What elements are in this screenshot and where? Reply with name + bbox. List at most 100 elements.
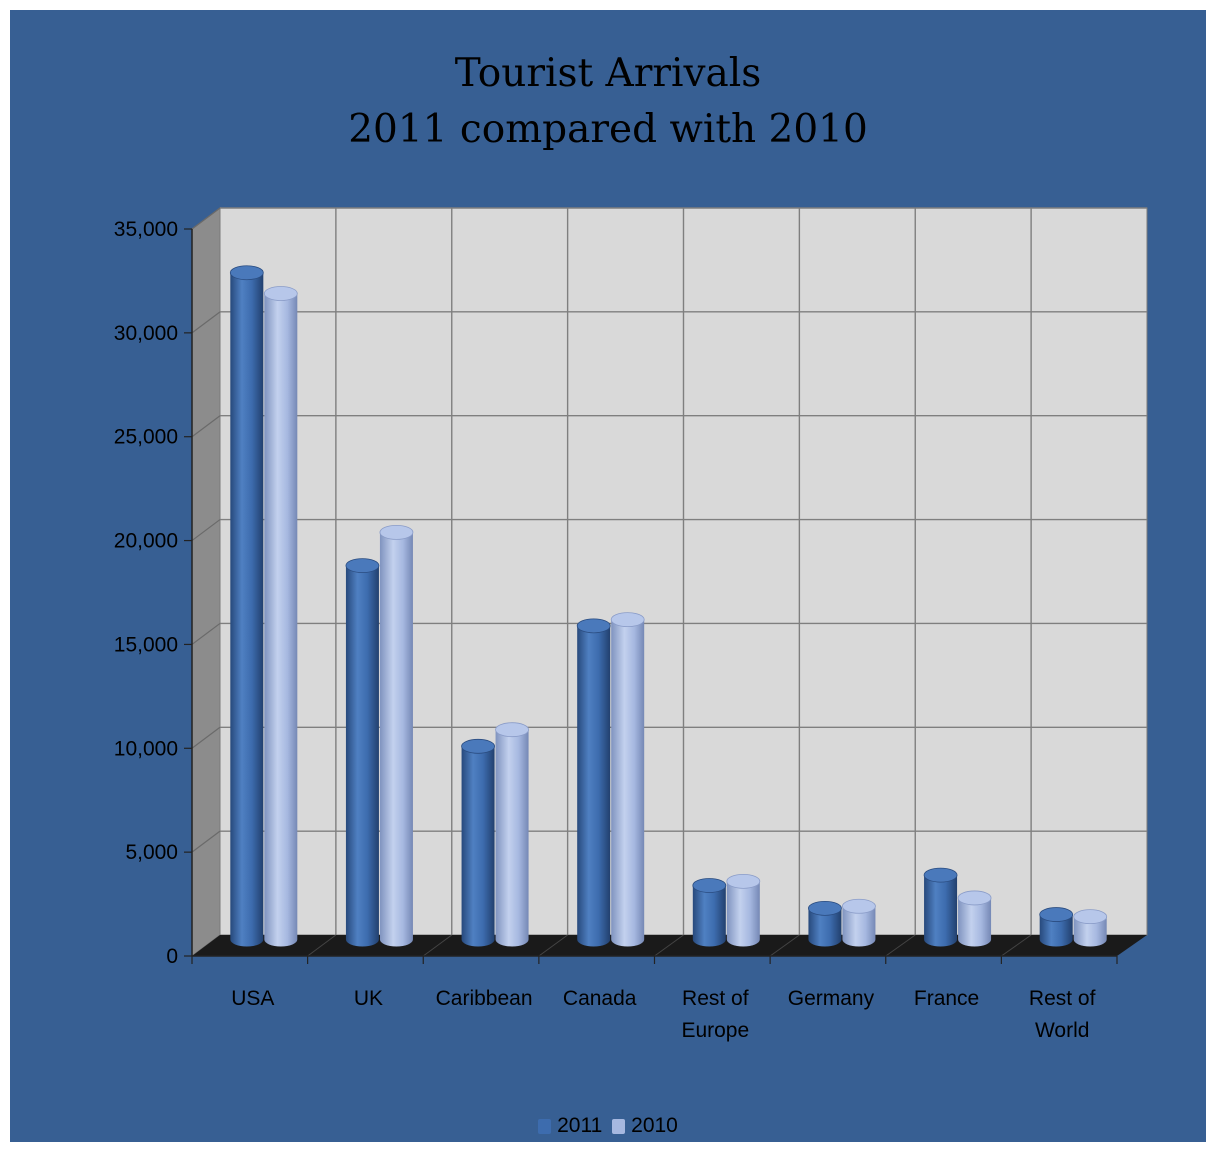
side-wall	[191, 207, 221, 957]
y-tick-label: 10,000	[114, 737, 178, 760]
bar-top	[692, 878, 727, 893]
x-tick-label-line: Europe	[681, 1019, 749, 1042]
bar-2011-usa	[229, 265, 264, 947]
bar-top	[379, 524, 414, 540]
bar-top	[576, 618, 611, 634]
x-tick-label-line: Canada	[563, 987, 637, 1010]
y-tick-label: 15,000	[114, 633, 178, 656]
bar-top	[842, 898, 876, 914]
bar-2010-france	[957, 890, 992, 947]
bar-body	[808, 908, 842, 947]
bar-body	[726, 881, 760, 947]
x-tick-label: Rest of Europe	[681, 987, 749, 1042]
bar-body	[379, 532, 413, 947]
chart-title-block: Tourist Arrivals 2011 compared with 2010	[10, 46, 1206, 158]
bar-2010-rest-of-europe	[726, 873, 761, 947]
x-tick-label-line: France	[914, 987, 979, 1010]
y-tick-label: 35,000	[114, 218, 178, 241]
legend-swatch-2010	[612, 1118, 626, 1134]
legend-label-2011: 2011	[557, 1114, 603, 1137]
bar-2011-rest-of-europe	[692, 878, 727, 947]
y-tick-label: 30,000	[114, 322, 178, 345]
gridline-side	[191, 207, 221, 230]
bar-top	[1073, 909, 1108, 925]
x-tick-label: Germany	[788, 987, 875, 1010]
gridline-side	[191, 726, 221, 749]
bar-2010-uk	[379, 524, 414, 947]
x-tick-label-line: Rest of	[682, 987, 749, 1010]
gridline-side	[191, 311, 221, 334]
bar-body	[1039, 914, 1073, 947]
bar-body	[611, 619, 645, 947]
legend-swatch-2011	[538, 1118, 552, 1134]
floor-line	[654, 934, 684, 957]
x-tick-label: France	[914, 987, 979, 1010]
x-tick-label: USA	[231, 987, 274, 1010]
bar-body	[958, 897, 992, 947]
gridline-side	[191, 622, 221, 645]
legend-item-2010: 2010	[612, 1114, 678, 1138]
bar-top	[229, 265, 264, 281]
bar-top	[1039, 907, 1074, 922]
bar-2010-canada	[610, 612, 645, 947]
x-tick-label-line: UK	[354, 987, 383, 1010]
y-tick-label: 20,000	[114, 530, 178, 553]
x-tick-label-line: Caribbean	[436, 987, 533, 1010]
x-tick-label-line: World	[1035, 1019, 1089, 1042]
floor-line	[769, 934, 800, 957]
legend-label-2010: 2010	[631, 1114, 678, 1137]
bar-top	[610, 612, 645, 628]
x-tick-label-line: Rest of	[1029, 987, 1096, 1010]
bar-top	[923, 867, 958, 883]
legend-item-2011: 2011	[538, 1114, 602, 1138]
bar-body	[924, 875, 958, 947]
bar-body	[1073, 916, 1107, 947]
bar-top	[957, 890, 992, 906]
bar-2011-canada	[576, 618, 611, 947]
floor-line	[885, 934, 916, 957]
x-tick-label-line: USA	[231, 987, 274, 1010]
gridline-side	[191, 519, 221, 542]
y-tick-label: 0	[166, 945, 178, 968]
bar-top	[808, 900, 842, 916]
bar-body	[692, 885, 726, 947]
x-tick-label: Caribbean	[436, 987, 533, 1010]
bar-2011-germany	[808, 900, 842, 947]
chart-title: Tourist Arrivals	[454, 51, 762, 96]
bar-2010-germany	[842, 898, 876, 947]
bar-body	[264, 293, 298, 947]
bar-top	[726, 873, 761, 889]
bar-body	[577, 625, 611, 947]
bar-top	[495, 722, 529, 738]
bar-body	[345, 565, 379, 947]
bar-2011-uk	[345, 558, 380, 947]
bar-body	[495, 729, 529, 947]
gridline-side	[191, 415, 221, 438]
gridline-side	[191, 830, 221, 853]
bar-2010-rest-of-world	[1073, 909, 1108, 947]
bar-2011-caribbean	[461, 738, 495, 947]
bar-body	[842, 906, 876, 947]
bar-body	[461, 746, 495, 947]
chart-subtitle: 2011 compared with 2010	[348, 107, 868, 152]
floor-line	[1001, 934, 1032, 957]
bar-2010-usa	[263, 286, 298, 947]
x-tick-label-line: Germany	[788, 987, 875, 1010]
floor-line	[307, 934, 337, 957]
bar-top	[345, 558, 380, 574]
floor-line	[538, 934, 568, 957]
bar-2011-rest-of-world	[1039, 907, 1074, 947]
y-tick-label: 25,000	[114, 426, 178, 449]
bar-body	[230, 272, 264, 947]
y-tick-label: 5,000	[125, 841, 178, 864]
x-tick-label: Rest of World	[1029, 987, 1096, 1042]
x-tick-label: UK	[354, 987, 383, 1010]
legend: 2011 2010	[10, 1114, 1206, 1140]
bar-2011-france	[923, 867, 958, 947]
bar-2010-caribbean	[495, 722, 529, 947]
bar-top	[461, 738, 495, 754]
floor-line	[422, 934, 453, 957]
bar-top	[263, 286, 298, 301]
x-tick-label: Canada	[563, 987, 637, 1010]
